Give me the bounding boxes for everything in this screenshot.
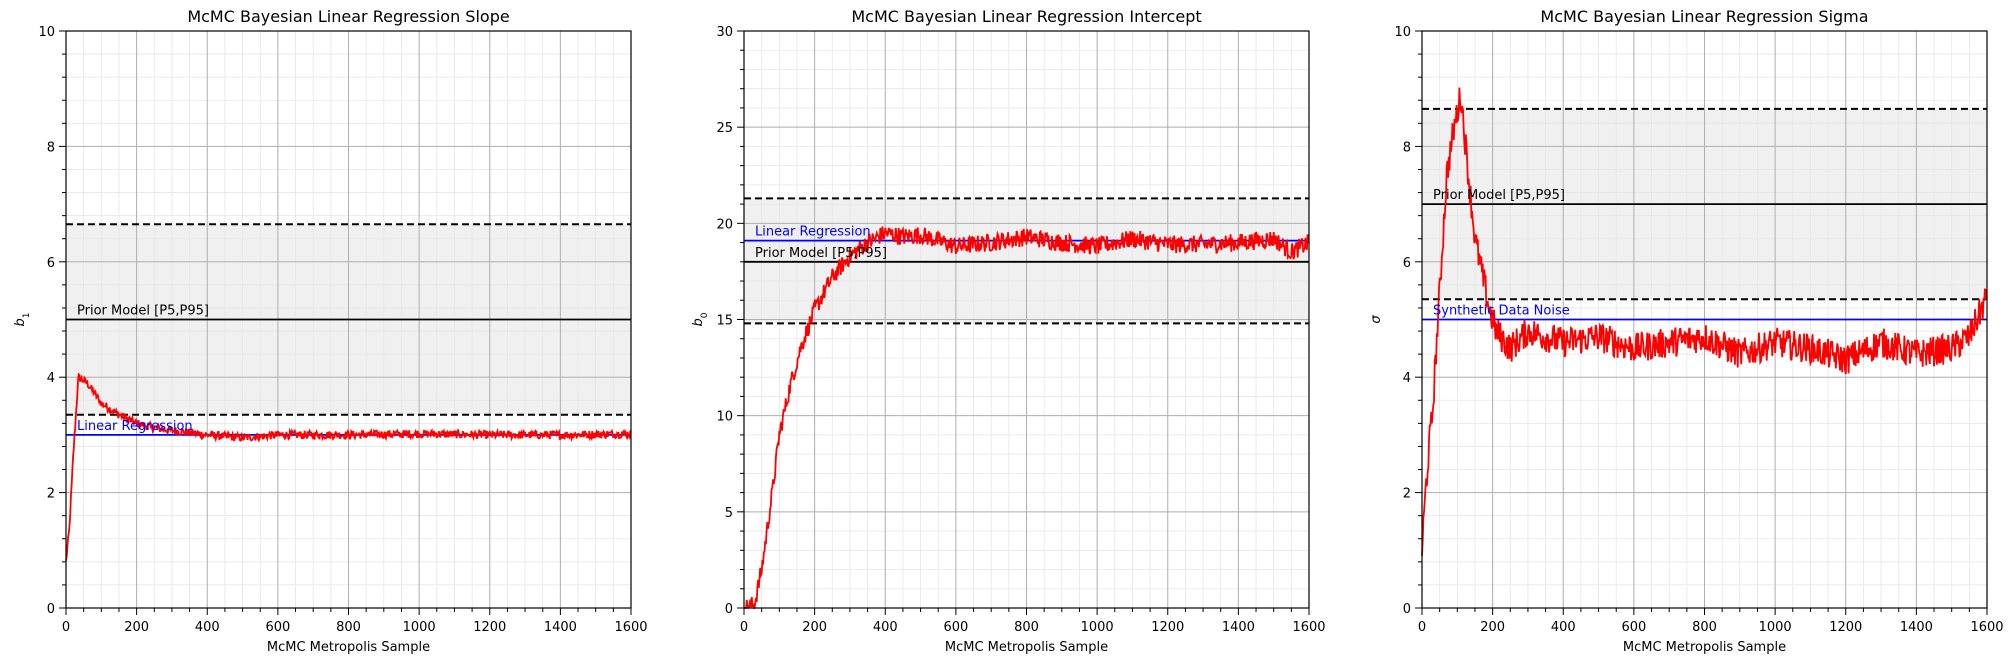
mcmc-trace-series xyxy=(1421,87,1988,556)
reference-line-label: Synthetic Data Noise xyxy=(1433,304,1570,319)
y-tick-label: 6 xyxy=(47,256,55,271)
x-tick-label: 800 xyxy=(1692,620,1717,635)
mcmc-trace-series xyxy=(65,372,632,561)
chart-panel-2: Prior Model [P5,P95] Linear Regression 0 20… xyxy=(691,7,1326,655)
y-tick-label: 10 xyxy=(38,25,55,40)
y-tick-label: 8 xyxy=(47,140,55,155)
x-tick-label: 1000 xyxy=(1759,620,1792,635)
x-tick-label: 600 xyxy=(943,620,968,635)
reference-line-label: Prior Model [P5,P95] xyxy=(77,304,209,319)
y-tick-label: 10 xyxy=(716,410,733,425)
x-tick-label: 200 xyxy=(802,620,827,635)
chart-title: McMC Bayesian Linear Regression Intercep… xyxy=(851,7,1201,26)
y-tick-label: 2 xyxy=(1403,487,1411,502)
chart-title: McMC Bayesian Linear Regression Slope xyxy=(187,7,509,26)
x-axis-label: McMC Metropolis Sample xyxy=(945,640,1108,655)
reference-line-label: Prior Model [P5,P95] xyxy=(755,246,887,261)
y-tick-label: 2 xyxy=(47,487,55,502)
x-tick-label: 400 xyxy=(1551,620,1576,635)
y-axis-label-subscript: 1 xyxy=(22,313,32,319)
mcmc-trace-series xyxy=(744,225,1310,610)
x-tick-label: 1200 xyxy=(1829,620,1862,635)
y-tick-label: 10 xyxy=(1394,25,1411,40)
x-tick-label: 600 xyxy=(1621,620,1646,635)
x-tick-label: 1200 xyxy=(1151,620,1184,635)
y-tick-label: 0 xyxy=(47,602,55,617)
x-tick-label: 200 xyxy=(124,620,149,635)
y-axis-label: b0 xyxy=(691,312,710,326)
y-axis-label: σ xyxy=(1369,315,1384,324)
y-tick-label: 25 xyxy=(716,121,733,136)
chart-panel-3: Prior Model [P5,P95] Synthetic Data Noise… xyxy=(1369,7,2004,655)
y-tick-label: 6 xyxy=(1403,256,1411,271)
y-axis-label-subscript: 0 xyxy=(700,312,710,318)
y-tick-label: 0 xyxy=(725,602,733,617)
x-tick-label: 600 xyxy=(265,620,290,635)
chart-title: McMC Bayesian Linear Regression Sigma xyxy=(1540,7,1868,26)
x-tick-label: 400 xyxy=(195,620,220,635)
x-tick-label: 800 xyxy=(1014,620,1039,635)
reference-line-label: Linear Regression xyxy=(77,419,193,434)
x-tick-label: 400 xyxy=(873,620,898,635)
y-tick-label: 30 xyxy=(716,25,733,40)
y-tick-label: 0 xyxy=(1403,602,1411,617)
x-tick-label: 1600 xyxy=(1970,620,2003,635)
x-tick-label: 1200 xyxy=(473,620,506,635)
y-tick-label: 20 xyxy=(716,217,733,232)
y-tick-label: 4 xyxy=(1403,371,1411,386)
x-tick-label: 800 xyxy=(336,620,361,635)
y-tick-label: 4 xyxy=(47,371,55,386)
x-tick-label: 1600 xyxy=(614,620,647,635)
y-tick-label: 8 xyxy=(1403,140,1411,155)
x-tick-label: 0 xyxy=(1418,620,1426,635)
reference-line-label: Linear Regression xyxy=(755,225,871,240)
x-tick-label: 200 xyxy=(1480,620,1505,635)
y-tick-label: 15 xyxy=(716,314,733,329)
x-tick-label: 1600 xyxy=(1292,620,1325,635)
x-tick-label: 1000 xyxy=(1081,620,1114,635)
x-tick-label: 0 xyxy=(62,620,70,635)
x-tick-label: 0 xyxy=(740,620,748,635)
y-axis-label: b1 xyxy=(13,313,32,327)
x-axis-label: McMC Metropolis Sample xyxy=(1623,640,1786,655)
x-axis-label: McMC Metropolis Sample xyxy=(267,640,430,655)
y-tick-label: 5 xyxy=(725,506,733,521)
x-tick-label: 1000 xyxy=(403,620,436,635)
reference-line-label: Prior Model [P5,P95] xyxy=(1433,188,1565,203)
x-tick-label: 1400 xyxy=(544,620,577,635)
x-tick-label: 1400 xyxy=(1900,620,1933,635)
x-tick-label: 1400 xyxy=(1222,620,1255,635)
